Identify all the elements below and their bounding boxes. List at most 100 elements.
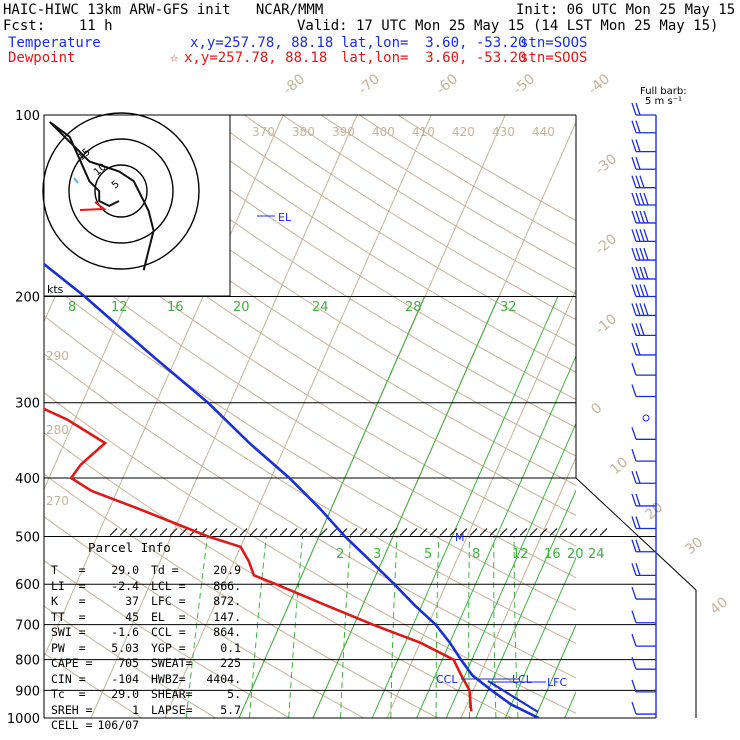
moist-adiabat-line: [475, 489, 576, 718]
dry-adiabat-line: [44, 652, 142, 718]
barb-flag: [635, 139, 641, 152]
freezing-level-hatch: [539, 528, 548, 536]
freezing-level-hatch: [309, 528, 318, 536]
wind-barb: [631, 303, 656, 317]
parcel-info-cell: 864.: [213, 625, 241, 639]
parcel-info-cell: CAPE =: [51, 656, 93, 670]
wind-barb: [631, 362, 656, 376]
freezing-level-hatch: [549, 528, 558, 536]
barb-flag: [631, 192, 637, 206]
barb-flag: [631, 266, 637, 280]
isotherm-label: 40: [707, 594, 731, 618]
wind-barb: [642, 414, 650, 422]
wind-barb: [631, 139, 656, 153]
barb-flag: [643, 192, 649, 206]
dry-adiabat-line: [44, 432, 512, 718]
parcel-info-cell: 866.: [213, 578, 241, 593]
parcel-info-cell: Td =: [151, 563, 179, 577]
lcl-marker-label: LCL: [512, 673, 533, 686]
mixing-ratio-line: [493, 536, 497, 718]
dry-adiabat-line: [44, 473, 438, 718]
freezing-level-hatch: [279, 528, 288, 536]
freezing-level-hatch: [209, 528, 218, 536]
parcel-info-cell: PW =: [51, 640, 86, 655]
parcel-info-row: CELL = 106/07: [51, 718, 241, 733]
freezing-level-hatch: [369, 528, 378, 536]
valid-time: Valid: 17 UTC Mon 25 May 15 (14 LST Mon …: [297, 18, 719, 34]
init-time: Init: 06 UTC Mon 25 May 15: [516, 2, 736, 18]
freezing-level-hatch: [439, 528, 448, 536]
barb-flag: [635, 120, 641, 133]
freezing-level-hatch: [499, 528, 508, 536]
wind-barb: [631, 493, 656, 507]
barb-legend-line2: 5 m s⁻¹: [645, 96, 682, 107]
isotherm-label: 10: [607, 454, 631, 478]
barb-flag: [631, 448, 637, 462]
barb-flag: [631, 493, 637, 507]
parcel-info-cell: 29.0: [111, 563, 139, 577]
temperature-xy: x,y=257.78, 88.18: [190, 35, 334, 51]
ccl-marker-label: CCL: [436, 673, 458, 686]
freezing-level-hatch: [319, 528, 328, 536]
mixing-ratio-label: 24: [588, 547, 605, 562]
barb-flag: [631, 342, 637, 356]
parcel-info-cell: SHEAR=: [151, 687, 193, 701]
wind-barb: [631, 539, 656, 553]
parcel-info-cell: CCL =: [151, 625, 186, 639]
parcel-info-cell: LAPSE=: [151, 702, 193, 717]
dewpoint-legend-label: Dewpoint: [8, 50, 76, 66]
parcel-info-title: Parcel Info: [88, 540, 171, 555]
wind-barb: [631, 175, 656, 189]
freezing-level-hatch: [139, 528, 148, 536]
barb-flag: [635, 102, 641, 116]
theta-label: 280: [46, 423, 69, 437]
freezing-level-hatch: [249, 528, 258, 536]
isotherm-label: -40: [585, 71, 613, 98]
barb-flag: [639, 284, 645, 297]
mixing-ratio-label: 5: [424, 547, 432, 562]
dry-adiabat-line: [44, 315, 576, 645]
parcel-info-row: Tc = 29.0 SHEAR= 5.: [51, 687, 241, 702]
theta-label: 290: [46, 349, 69, 363]
pressure-tick-label: 100: [15, 109, 40, 124]
parcel-info-cell: 1: [132, 702, 139, 717]
dewpoint-profile: [44, 407, 473, 712]
isotherm-label: -70: [355, 71, 383, 98]
isotherm-label: -20: [592, 231, 620, 258]
barb-flag: [639, 192, 645, 206]
mixing-ratio-line: [513, 536, 519, 718]
freezing-level-hatch: [239, 528, 248, 536]
temperature-profile: [44, 262, 540, 718]
mixing-ratio-label: 24: [312, 300, 329, 315]
el-marker-label: EL: [278, 211, 292, 224]
freezing-level-hatch: [489, 528, 498, 536]
moist-adiabat-line: [534, 623, 576, 718]
wind-barb: [631, 120, 656, 134]
mixing-ratio-line: [435, 536, 440, 718]
parcel-info-cell: HWBZ=: [151, 671, 186, 686]
barb-flag: [635, 303, 641, 316]
hodograph-frame: [43, 114, 231, 297]
parcel-info-cell: 4404.: [206, 671, 241, 686]
isotherm-label: 0: [588, 400, 605, 418]
isotherm-line: [460, 456, 576, 718]
parcel-info-row: CAPE = 705 SWEAT= 225: [51, 656, 241, 671]
parcel-info-cell: 872.: [213, 594, 241, 608]
dry-adiabat-line: [44, 559, 290, 718]
theta-label: 390: [332, 125, 355, 139]
dry-adiabat-line: [44, 605, 216, 718]
dry-adiabat-line: [44, 242, 576, 579]
pressure-tick-label: 500: [15, 530, 40, 545]
barb-flag: [631, 427, 637, 440]
wind-barb: [631, 342, 656, 356]
parcel-info-cell: SWEAT=: [151, 656, 193, 670]
barb-flag: [635, 471, 641, 484]
dry-adiabat-line: [52, 115, 576, 457]
parcel-info-cell: -2.4: [111, 578, 139, 593]
wind-barb: [631, 266, 656, 280]
dry-adiabat-line: [90, 115, 576, 429]
freezing-level-hatch: [299, 528, 308, 536]
wind-barb: [631, 563, 656, 576]
pressure-tick-label: 800: [15, 654, 40, 669]
